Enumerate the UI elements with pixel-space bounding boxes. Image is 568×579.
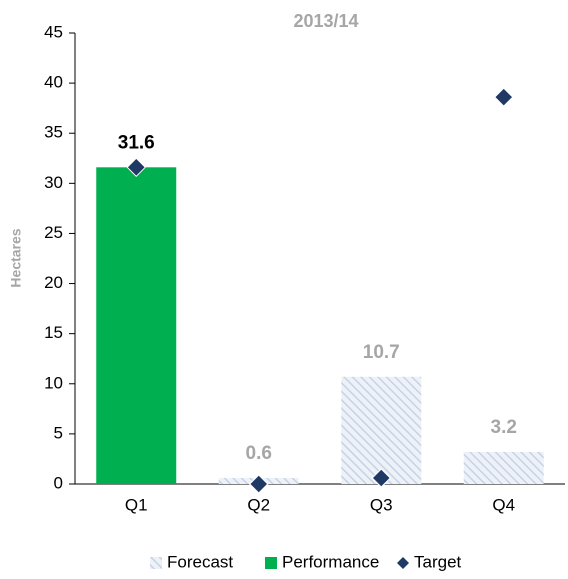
- data-label: 0.6: [246, 443, 272, 464]
- y-tick-label: 25: [44, 223, 63, 242]
- legend-label: Performance: [282, 552, 379, 571]
- y-tick-label: 5: [54, 423, 63, 442]
- x-tick-label: Q2: [247, 495, 270, 514]
- legend-label: Forecast: [167, 552, 233, 571]
- marker: [126, 157, 146, 178]
- marker: [371, 468, 391, 488]
- marker: [249, 474, 269, 494]
- y-tick-label: 40: [44, 73, 63, 92]
- y-tick-label: 45: [44, 22, 63, 41]
- y-tick-label: 35: [44, 123, 63, 142]
- y-tick-label: 0: [54, 473, 63, 492]
- y-tick-label: 30: [44, 173, 63, 192]
- legend-swatch: [150, 557, 162, 569]
- legend-swatch: [397, 557, 409, 569]
- marker: [494, 87, 514, 107]
- y-axis-label: Hectares: [8, 228, 24, 287]
- y-tick-label: 15: [44, 323, 63, 342]
- data-label: 10.7: [363, 342, 400, 363]
- bar: [341, 376, 422, 484]
- data-label: 31.6: [118, 132, 155, 153]
- data-label: 3.2: [491, 417, 517, 438]
- y-tick-label: 20: [44, 273, 63, 292]
- bar: [96, 167, 177, 484]
- chart-title: 2013/14: [293, 11, 358, 31]
- y-tick-label: 10: [44, 373, 63, 392]
- legend-label: Target: [414, 552, 462, 571]
- bar: [463, 451, 544, 484]
- x-tick-label: Q3: [370, 495, 393, 514]
- x-tick-label: Q1: [125, 495, 148, 514]
- x-tick-label: Q4: [492, 495, 515, 514]
- legend-swatch: [265, 557, 277, 569]
